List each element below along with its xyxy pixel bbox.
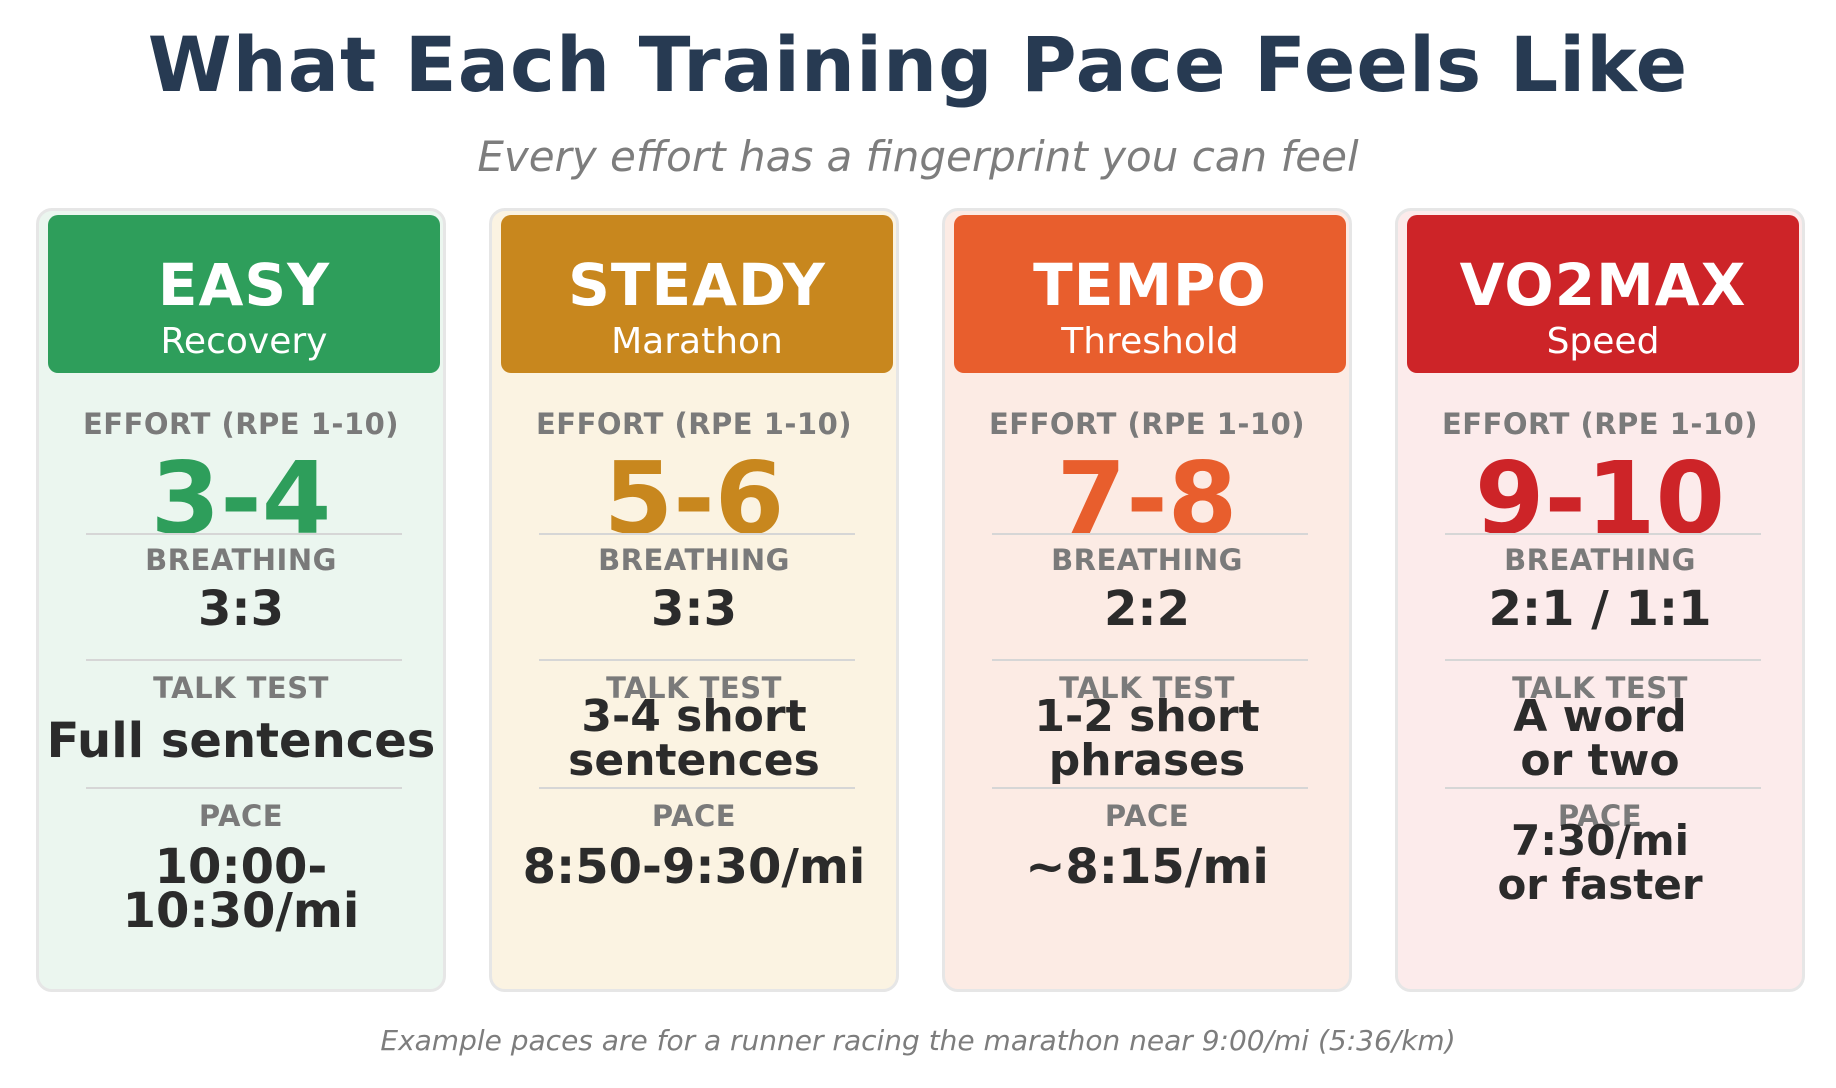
talk-test-line: sentences	[568, 735, 820, 786]
pace-card-steady: STEADY Marathon EFFORT (RPE 1-10) 5-6 BR…	[489, 208, 899, 992]
pace-label: PACE	[1104, 799, 1190, 833]
pace-line: 8:50-9:30/mi	[522, 839, 866, 895]
breathing-label: BREATHING	[1051, 543, 1243, 577]
talk-test-line: 1-2 short	[1034, 691, 1260, 742]
card-header: TEMPO Threshold	[954, 215, 1346, 373]
breathing-label: BREATHING	[145, 543, 337, 577]
pace-value: 7:30/mi or faster	[1398, 819, 1802, 907]
effort-label: EFFORT (RPE 1-10)	[535, 407, 853, 441]
talk-test-label: TALK TEST	[153, 671, 329, 705]
card-header: EASY Recovery	[48, 215, 440, 373]
breathing-label: BREATHING	[598, 543, 790, 577]
zone-name: VO2MAX	[1459, 251, 1747, 319]
pace-label: PACE	[651, 799, 737, 833]
breathing-value: 3:3	[651, 581, 737, 637]
zone-subtitle: Speed	[1546, 321, 1660, 362]
pace-line: or faster	[1497, 860, 1703, 909]
effort-label: EFFORT (RPE 1-10)	[1441, 407, 1759, 441]
divider	[1445, 787, 1761, 789]
talk-test-line: 3-4 short	[581, 691, 807, 742]
breathing-value: 2:1 / 1:1	[1488, 581, 1712, 637]
talk-test-label: TALK TEST	[1059, 671, 1235, 705]
effort-value: 5-6	[603, 440, 785, 557]
pace-value: 10:00-10:30/mi	[39, 839, 443, 939]
effort-label: EFFORT (RPE 1-10)	[988, 407, 1306, 441]
talk-test-value: Full sentences	[39, 713, 443, 769]
zone-name: TEMPO	[1033, 251, 1267, 319]
divider	[1445, 659, 1761, 661]
zone-subtitle: Threshold	[1061, 321, 1239, 362]
effort-value: 7-8	[1056, 440, 1238, 557]
page-subtitle: Every effort has a fingerprint you can f…	[477, 132, 1359, 181]
talk-test-value: 3-4 short sentences	[492, 695, 896, 783]
pace-line: ~8:15/mi	[1025, 839, 1269, 895]
pace-line: 10:00-10:30/mi	[122, 839, 360, 939]
talk-test-label: TALK TEST	[1512, 671, 1688, 705]
card-header: VO2MAX Speed	[1407, 215, 1799, 373]
effort-value: 9-10	[1474, 440, 1726, 557]
talk-test-line: A word	[1513, 691, 1687, 742]
zone-name: STEADY	[568, 251, 826, 319]
divider	[539, 533, 855, 535]
footnote: Example paces are for a runner racing th…	[380, 1024, 1456, 1057]
divider	[86, 533, 402, 535]
talk-test-line: or two	[1520, 735, 1680, 786]
breathing-label: BREATHING	[1504, 543, 1696, 577]
divider	[992, 787, 1308, 789]
divider	[992, 659, 1308, 661]
pace-card-vo2max: VO2MAX Speed EFFORT (RPE 1-10) 9-10 BREA…	[1395, 208, 1805, 992]
divider	[539, 659, 855, 661]
talk-test-label: TALK TEST	[606, 671, 782, 705]
breathing-value: 3:3	[198, 581, 284, 637]
divider	[86, 659, 402, 661]
talk-test-value: 1-2 short phrases	[945, 695, 1349, 783]
breathing-value: 2:2	[1104, 581, 1190, 637]
effort-value: 3-4	[150, 440, 332, 557]
pace-card-easy: EASY Recovery EFFORT (RPE 1-10) 3-4 BREA…	[36, 208, 446, 992]
card-header: STEADY Marathon	[501, 215, 893, 373]
pace-label: PACE	[198, 799, 284, 833]
pace-value: ~8:15/mi	[945, 839, 1349, 895]
pace-value: 8:50-9:30/mi	[492, 839, 896, 895]
page-title: What Each Training Pace Feels Like	[147, 20, 1689, 109]
talk-test-line: Full sentences	[46, 713, 436, 769]
divider	[86, 787, 402, 789]
zone-subtitle: Marathon	[611, 321, 783, 362]
pace-card-tempo: TEMPO Threshold EFFORT (RPE 1-10) 7-8 BR…	[942, 208, 1352, 992]
effort-label: EFFORT (RPE 1-10)	[82, 407, 400, 441]
pace-line: 7:30/mi	[1511, 816, 1689, 865]
talk-test-value: A word or two	[1398, 695, 1802, 783]
talk-test-line: phrases	[1048, 735, 1246, 786]
pace-label: PACE	[1557, 799, 1643, 833]
divider	[992, 533, 1308, 535]
divider	[1445, 533, 1761, 535]
zone-name: EASY	[157, 251, 331, 319]
divider	[539, 787, 855, 789]
zone-subtitle: Recovery	[160, 321, 328, 362]
